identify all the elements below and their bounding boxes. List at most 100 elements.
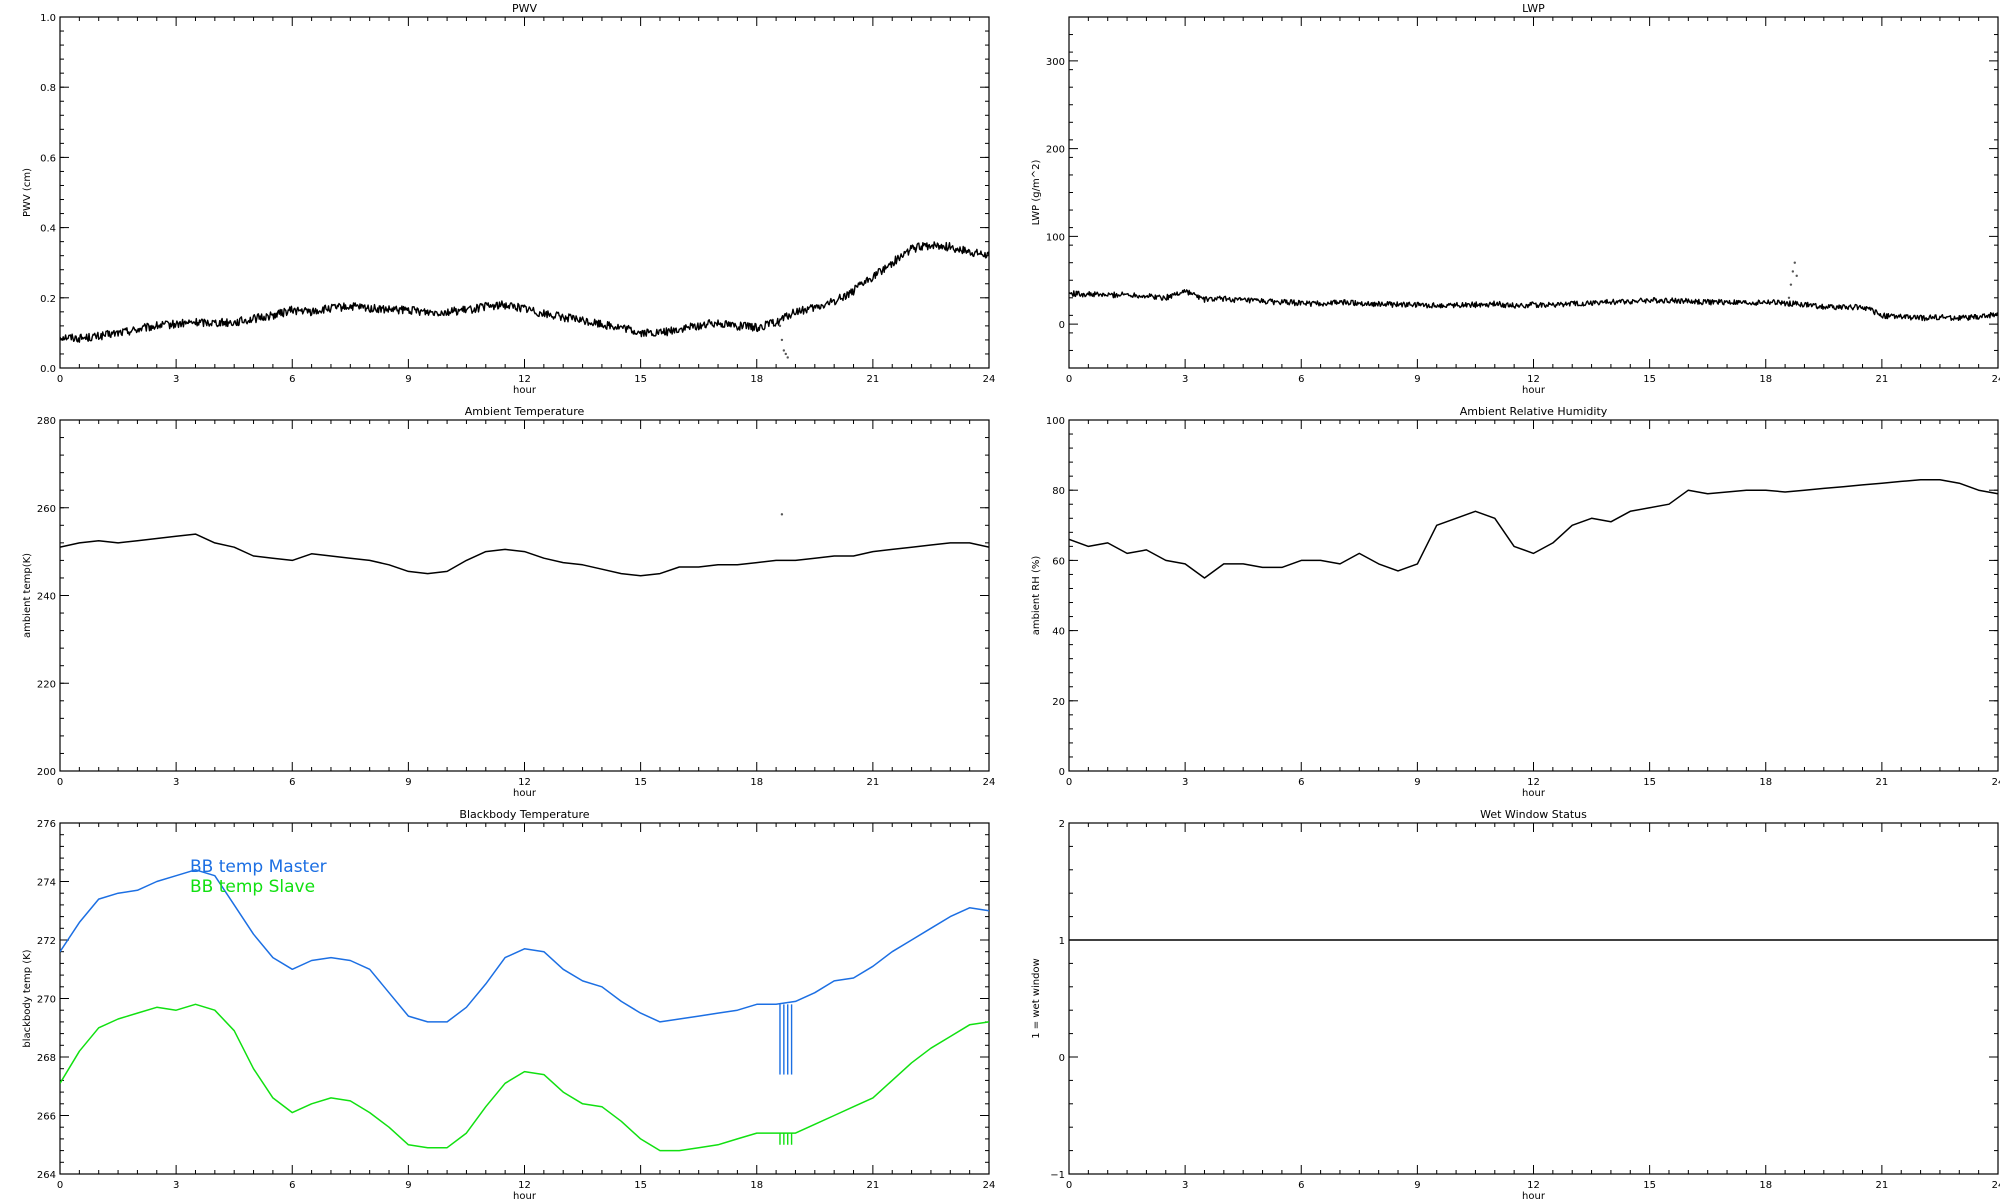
y-tick-label: 0.0 [40, 364, 56, 375]
y-tick-label: 0 [1059, 1053, 1065, 1064]
chart-panel: LWP 0 3 6 9 12 15 18 21 24 hour 0 100 200 300 LWP (g/m^… [1031, 2, 2000, 396]
x-tick-label: 21 [1876, 374, 1889, 385]
plot-area [1069, 261, 1998, 322]
x-tick-label: 12 [518, 1180, 531, 1191]
y-tick-label: 268 [37, 1053, 56, 1064]
series-line [60, 533, 989, 577]
chart-title: Blackbody Temperature [459, 808, 589, 821]
x-tick-label: 0 [57, 777, 63, 788]
x-tick-label: 12 [518, 777, 531, 788]
legend-entry: BB temp Slave [190, 877, 315, 897]
chart-panel: PWV 0 3 6 9 12 15 18 21 24 hour 0.0 0.2 0.4 0.6 0.8 1.0 P… [22, 2, 995, 396]
y-tick-label: 100 [1046, 416, 1065, 427]
y-tick-label: 300 [1046, 57, 1065, 68]
outlier-point [782, 349, 786, 352]
x-tick-label: 18 [750, 1180, 763, 1191]
plot-frame [59, 419, 990, 772]
x-tick-label: 6 [289, 374, 295, 385]
x-tick-label: 24 [1992, 777, 2000, 788]
chart-panel: Blackbody Temperature 0 3 6 9 12 15 18 21 24 hour 2… [22, 808, 995, 1200]
y-tick-label: 1 [1059, 936, 1065, 947]
outlier-point [1787, 296, 1791, 299]
x-tick-label: 12 [1527, 374, 1540, 385]
plot-area [60, 241, 989, 359]
plot-area [60, 869, 989, 1152]
y-tick-label: 40 [1052, 627, 1065, 638]
x-tick-label: 21 [867, 777, 880, 788]
x-tick-label: 3 [1182, 374, 1188, 385]
y-tick-label: 240 [37, 592, 56, 603]
plot-frame [1068, 16, 1999, 369]
series-line [1069, 478, 1998, 579]
y-tick-label: 1.0 [40, 13, 56, 24]
plot-area [1069, 478, 1998, 579]
x-tick-label: 15 [1643, 1180, 1656, 1191]
outlier-point [1789, 283, 1793, 286]
y-tick-label: 0.2 [40, 294, 56, 305]
x-tick-label: 6 [1298, 1180, 1304, 1191]
y-tick-label: 2 [1059, 819, 1065, 830]
chart-title: Ambient Temperature [465, 405, 585, 418]
y-axis-label: ambient RH (%) [1031, 556, 1042, 636]
x-tick-label: 6 [289, 1180, 295, 1191]
y-tick-label: 0 [1059, 767, 1065, 778]
x-tick-label: 24 [983, 777, 996, 788]
x-tick-label: 0 [57, 374, 63, 385]
y-axis-label: ambient temp(K) [22, 553, 33, 638]
y-tick-label: 270 [37, 995, 56, 1006]
x-tick-label: 6 [289, 777, 295, 788]
outlier-point [1791, 270, 1795, 273]
x-axis-label: hour [513, 385, 537, 396]
x-tick-label: 18 [1759, 374, 1772, 385]
outlier-point [784, 352, 787, 356]
x-tick-label: 18 [1759, 777, 1772, 788]
x-tick-label: 21 [867, 374, 880, 385]
outlier-point [780, 338, 784, 342]
x-tick-label: 3 [1182, 1180, 1188, 1191]
x-tick-label: 3 [173, 777, 179, 788]
y-tick-label: 266 [37, 1112, 56, 1123]
plot-frame [1068, 822, 1999, 1175]
y-tick-label: 0 [1059, 320, 1065, 331]
x-tick-label: 9 [1414, 374, 1420, 385]
x-axis-label: hour [513, 1191, 537, 1200]
x-tick-label: 0 [1066, 1180, 1072, 1191]
x-tick-label: 24 [983, 1180, 996, 1191]
y-axis-label: 1 = wet window [1031, 958, 1042, 1038]
x-tick-label: 21 [1876, 777, 1889, 788]
y-tick-label: 264 [37, 1170, 56, 1181]
x-tick-label: 21 [1876, 1180, 1889, 1191]
x-tick-label: 18 [1759, 1180, 1772, 1191]
outlier-point [786, 356, 789, 359]
x-tick-label: 15 [1643, 374, 1656, 385]
series-line-bb-temp-slave [60, 1003, 989, 1152]
chart-title: Ambient Relative Humidity [1460, 405, 1608, 418]
plot-area [60, 513, 989, 577]
series-line [60, 241, 989, 343]
outlier-point [778, 324, 782, 328]
x-axis-label: hour [1522, 788, 1546, 799]
chart-panel: Ambient Temperature 0 3 6 9 12 15 18 21 24 hour 200… [22, 405, 995, 799]
x-tick-label: 9 [1414, 1180, 1420, 1191]
y-tick-label: 0.8 [40, 83, 56, 94]
chart-title: Wet Window Status [1480, 808, 1587, 821]
y-tick-label: 20 [1052, 697, 1065, 708]
y-tick-label: 276 [37, 819, 56, 830]
x-tick-label: 9 [405, 777, 411, 788]
x-tick-label: 12 [1527, 1180, 1540, 1191]
x-tick-label: 3 [173, 1180, 179, 1191]
y-tick-label: 272 [37, 936, 56, 947]
x-tick-label: 18 [750, 374, 763, 385]
plot-frame [59, 16, 990, 369]
x-tick-label: 9 [405, 1180, 411, 1191]
x-tick-label: 0 [1066, 777, 1072, 788]
x-tick-label: 0 [1066, 374, 1072, 385]
x-tick-label: 6 [1298, 374, 1304, 385]
outlier-point [1793, 261, 1796, 264]
y-tick-label: 0.6 [40, 153, 56, 164]
x-tick-label: 12 [1527, 777, 1540, 788]
y-tick-label: 60 [1052, 556, 1065, 567]
y-axis-label: blackbody temp (K) [22, 949, 33, 1047]
y-tick-label: 200 [1046, 145, 1065, 156]
